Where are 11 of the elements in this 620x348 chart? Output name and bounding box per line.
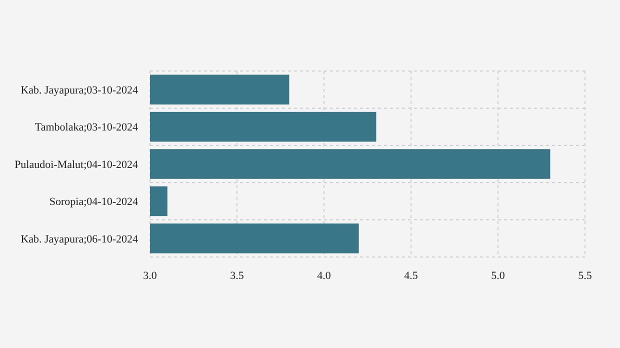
y-tick-label: Tambolaka;03-10-2024 [34,122,138,134]
y-tick-label: Kab. Jayapura;06-10-2024 [20,233,138,246]
x-tick-label: 3.5 [230,270,244,282]
x-tick-label: 4.0 [317,270,332,282]
x-tick-label: 4.5 [404,270,418,282]
y-tick-label: Pulaudoi-Malut;04-10-2024 [14,158,138,171]
y-tick-label: Soropia;04-10-2024 [49,196,138,208]
x-tick-label: 5.5 [578,270,592,282]
y-tick-label: Kab. Jayapura;03-10-2024 [20,84,138,96]
x-tick-label: 5.0 [491,270,506,282]
x-tick-label: 3.0 [143,270,158,282]
